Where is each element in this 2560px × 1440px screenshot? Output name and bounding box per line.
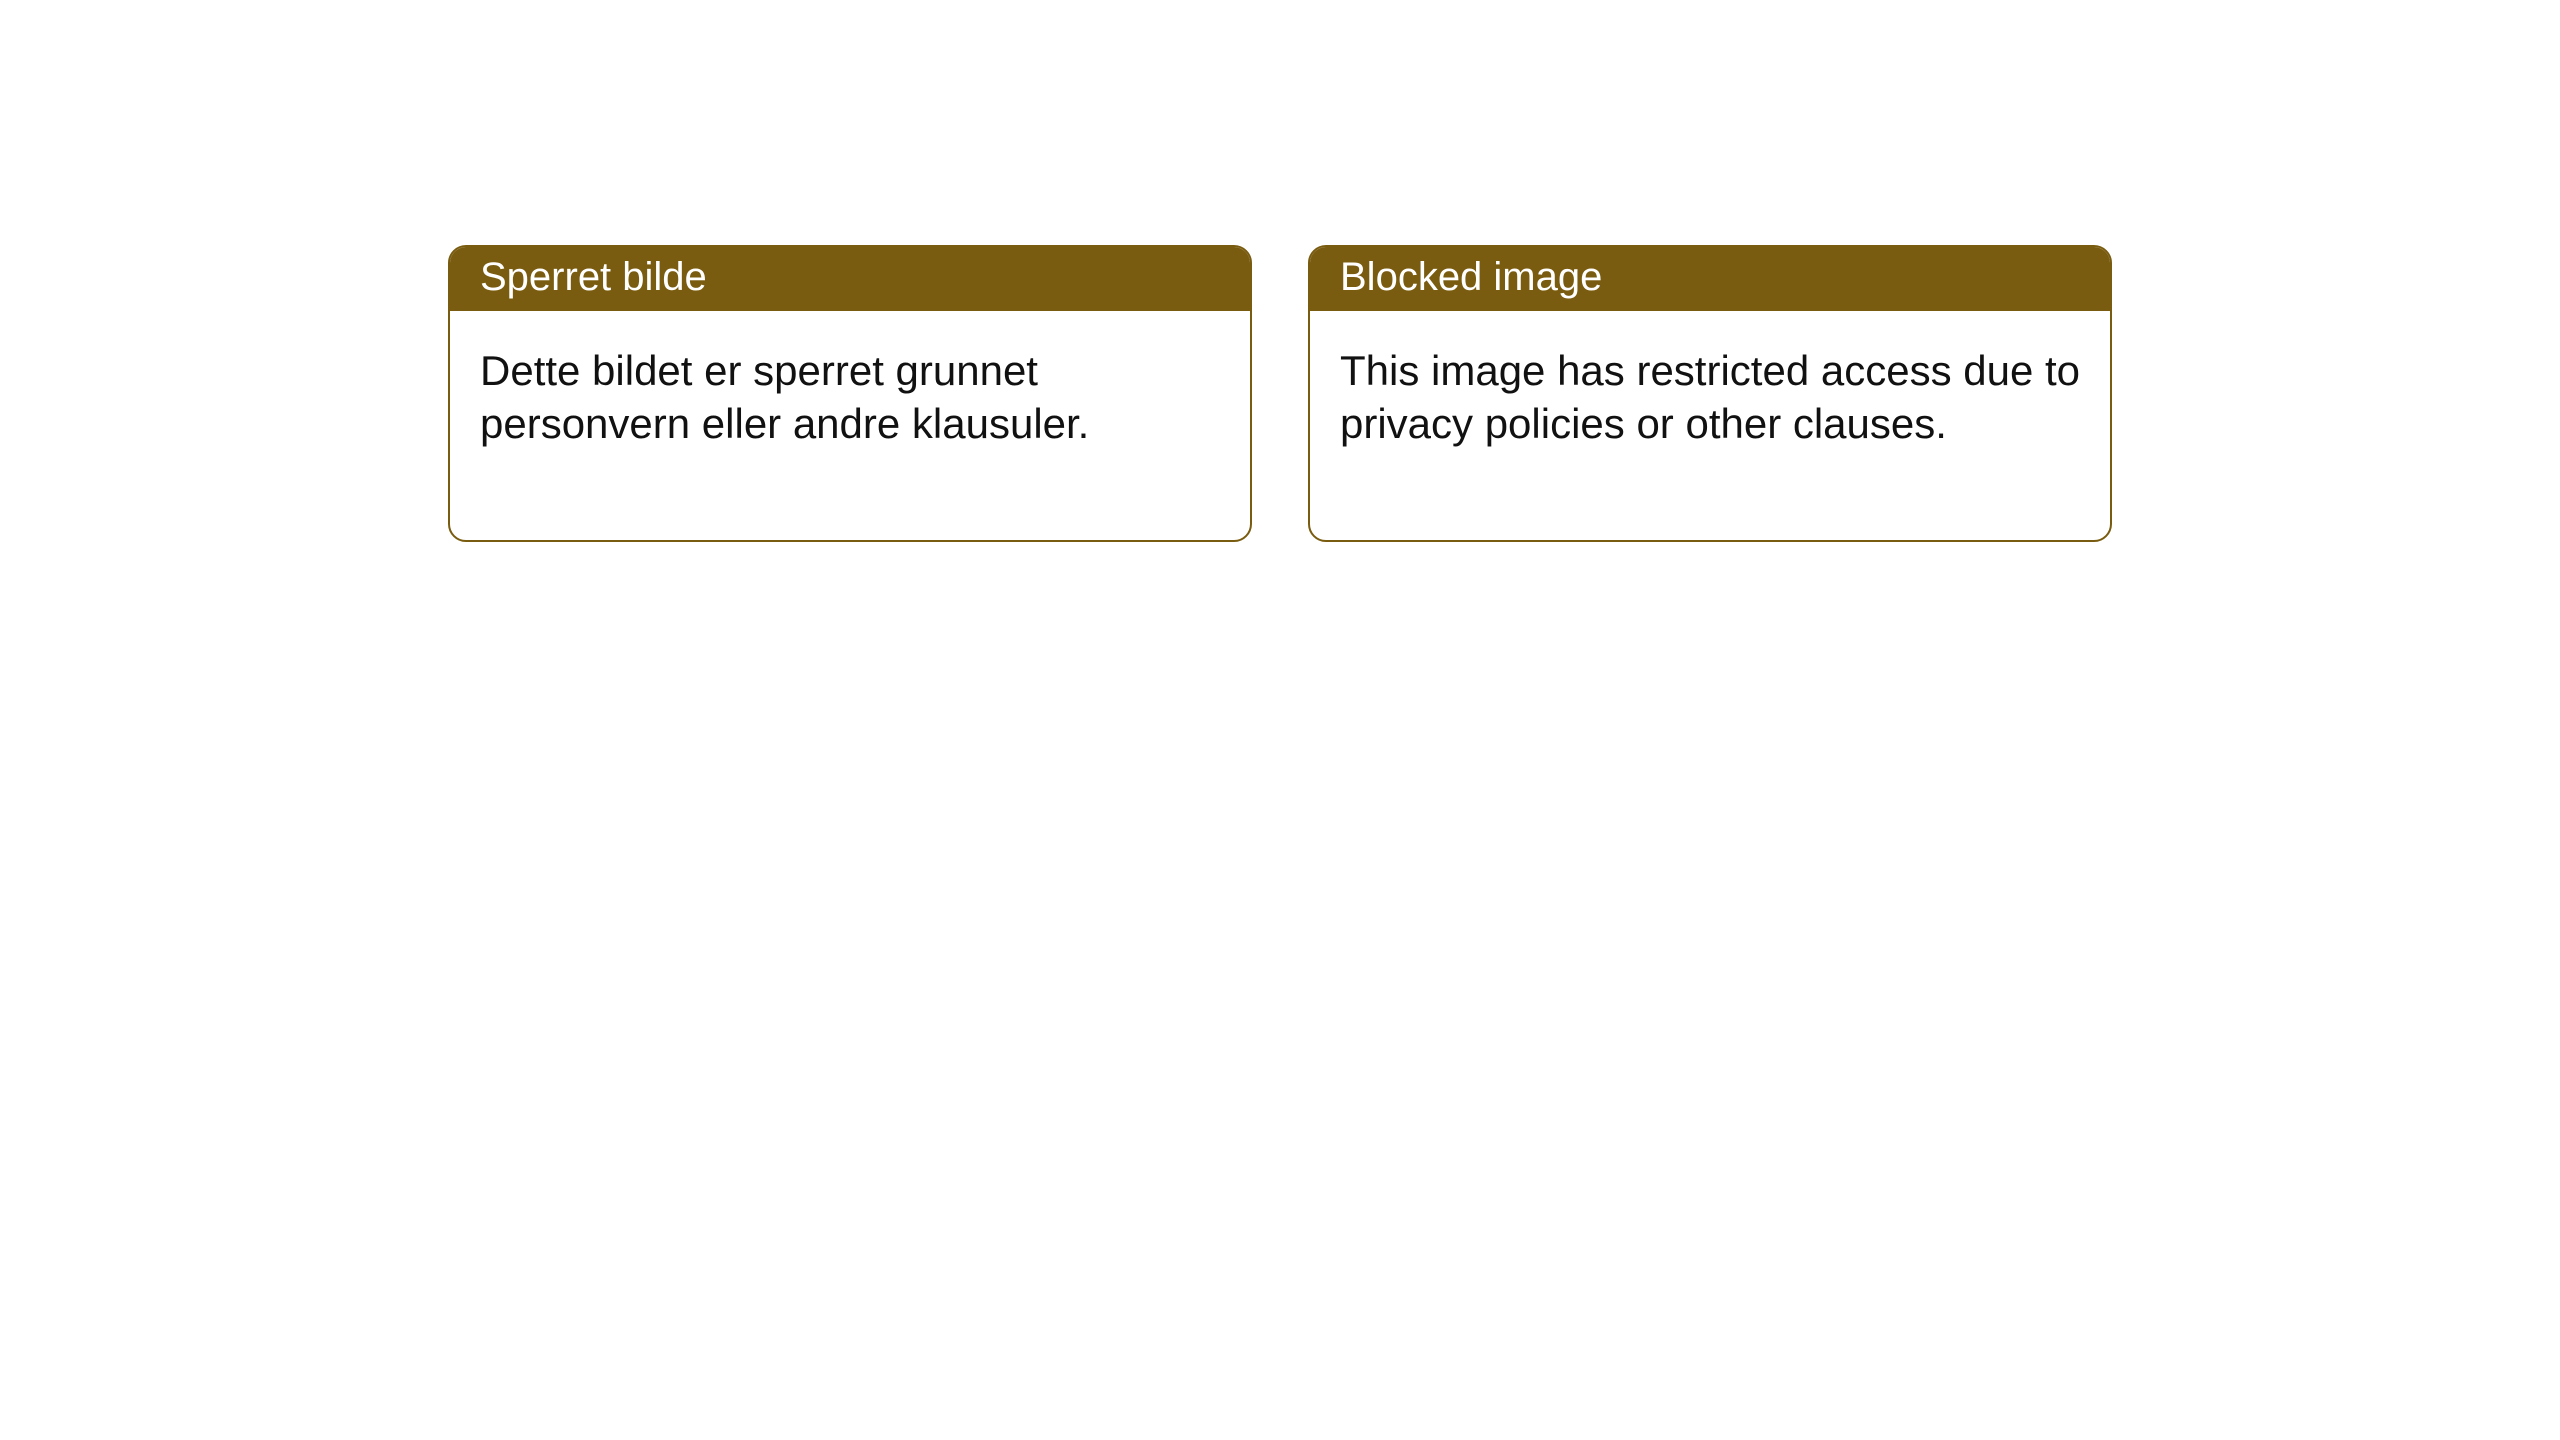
blocked-image-card-no: Sperret bilde Dette bildet er sperret gr… bbox=[448, 245, 1252, 542]
card-body-no: Dette bildet er sperret grunnet personve… bbox=[450, 311, 1250, 540]
card-message-no: Dette bildet er sperret grunnet personve… bbox=[480, 347, 1089, 447]
card-header-en: Blocked image bbox=[1310, 247, 2110, 311]
card-title-en: Blocked image bbox=[1340, 255, 1602, 299]
card-body-en: This image has restricted access due to … bbox=[1310, 311, 2110, 540]
blocked-image-card-en: Blocked image This image has restricted … bbox=[1308, 245, 2112, 542]
card-header-no: Sperret bilde bbox=[450, 247, 1250, 311]
cards-container: Sperret bilde Dette bildet er sperret gr… bbox=[448, 245, 2112, 542]
card-title-no: Sperret bilde bbox=[480, 255, 707, 299]
card-message-en: This image has restricted access due to … bbox=[1340, 347, 2080, 447]
